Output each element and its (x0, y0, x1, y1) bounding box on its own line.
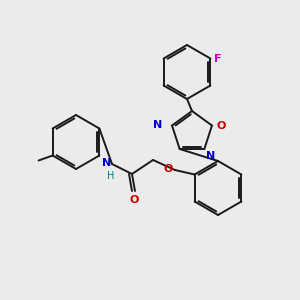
Text: H: H (107, 171, 115, 181)
Text: N: N (206, 151, 216, 161)
Text: O: O (217, 121, 226, 130)
Text: O: O (164, 164, 173, 174)
Text: N: N (153, 119, 162, 130)
Text: F: F (214, 53, 222, 64)
Text: N: N (102, 158, 111, 168)
Text: O: O (129, 195, 139, 205)
